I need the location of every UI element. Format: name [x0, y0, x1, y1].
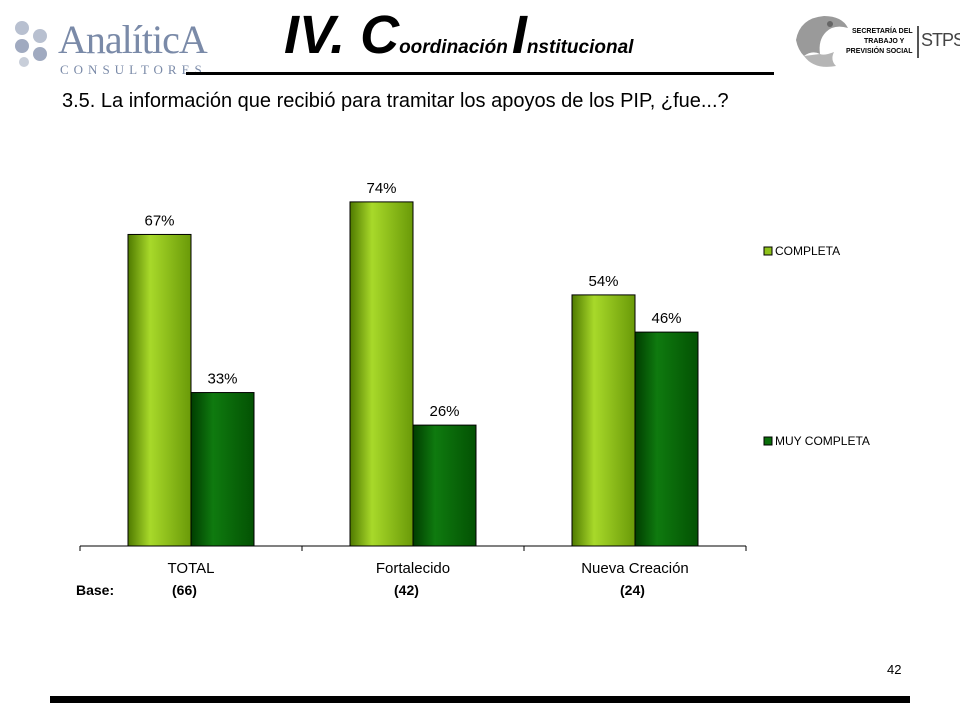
- section-i-initial: I: [511, 5, 527, 65]
- data-label: 74%: [366, 180, 396, 197]
- category-label: Nueva Creación: [581, 560, 689, 577]
- bar-muy-completa-1: [412, 424, 477, 547]
- legend-swatch: [763, 246, 773, 256]
- logo-name: AnalíticA: [58, 17, 208, 62]
- bar-muy-completa-0: [190, 392, 255, 547]
- logo-subtitle: CONSULTORES: [60, 62, 207, 77]
- base-label: Base:: [76, 582, 115, 598]
- data-label: 33%: [207, 371, 237, 388]
- title-underline: [186, 72, 774, 75]
- bar-completa-2: [571, 294, 636, 547]
- question-text: 3.5. La información que recibió para tra…: [62, 90, 729, 112]
- bar-muy-completa-2: [634, 331, 699, 547]
- section-roman: IV.: [284, 5, 361, 65]
- footer-bar: [50, 696, 910, 703]
- data-label: 67%: [144, 212, 174, 229]
- data-label: 26%: [429, 403, 459, 420]
- stps-mark: STPS: [921, 30, 960, 50]
- eagle-seal-icon: [796, 16, 848, 67]
- stps-line-3: PREVISIÓN SOCIAL: [846, 48, 913, 55]
- stps-line-1: SECRETARÍA DEL: [852, 28, 913, 35]
- analitica-logo: AnalíticA CONSULTORES: [12, 14, 208, 77]
- base-total: (66): [172, 582, 197, 598]
- page-number: 42: [887, 662, 902, 677]
- base-nueva-creacion: (24): [620, 582, 645, 598]
- section-c-rest: oordinación: [399, 37, 508, 58]
- section-c-initial: C: [360, 5, 400, 65]
- bar-completa-1: [349, 201, 414, 547]
- stps-logo: SECRETARÍA DEL TRABAJO Y PREVISIÓN SOCIA…: [790, 10, 960, 78]
- data-label: 54%: [588, 273, 618, 290]
- stps-divider: [917, 26, 919, 58]
- legend-label: COMPLETA: [775, 244, 840, 258]
- section-i-rest: nstitucional: [526, 37, 634, 58]
- legend-label: MUY COMPLETA: [775, 434, 870, 448]
- base-fortalecido: (42): [394, 582, 419, 598]
- bar-completa-0: [127, 233, 192, 547]
- category-label: Fortalecido: [376, 560, 450, 577]
- stps-line-2: TRABAJO Y: [864, 38, 905, 45]
- category-label: TOTAL: [168, 560, 215, 577]
- logo-dots-icon: [15, 21, 47, 67]
- section-title: IV. CoordinaciónInstitucional: [284, 4, 633, 66]
- legend-swatch: [763, 436, 773, 446]
- data-label: 46%: [651, 310, 681, 327]
